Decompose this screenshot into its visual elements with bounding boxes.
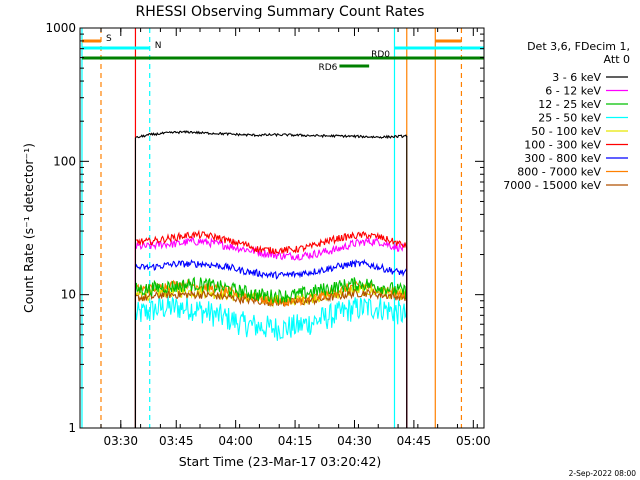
flag-label-s: S <box>106 34 112 44</box>
legend-label: 3 - 6 keV <box>552 71 601 84</box>
series-line <box>135 129 408 140</box>
x-tick-label: 03:45 <box>159 434 194 448</box>
legend-label: 25 - 50 keV <box>538 112 601 125</box>
x-tick-label: 05:00 <box>456 434 491 448</box>
plot-frame <box>79 27 485 429</box>
series-line <box>134 258 408 280</box>
y-tick-label: 10 <box>61 288 76 302</box>
legend-label: 7000 - 15000 keV <box>503 179 601 192</box>
series-line <box>134 295 408 341</box>
legend-label: 300 - 800 keV <box>524 152 601 165</box>
x-tick-label: 04:15 <box>278 434 313 448</box>
flag-label-rd6: RD6 <box>319 63 338 73</box>
x-tick-label: 04:00 <box>218 434 253 448</box>
y-tick-label: 100 <box>53 154 76 168</box>
x-tick-label: 04:45 <box>397 434 432 448</box>
series-line <box>134 276 408 305</box>
legend-label: 800 - 7000 keV <box>517 166 601 179</box>
x-tick-label: 03:30 <box>103 434 138 448</box>
flag-label-n: N <box>155 41 162 51</box>
legend-label: 12 - 25 keV <box>538 98 601 111</box>
legend-label: 100 - 300 keV <box>524 139 601 152</box>
x-tick-label: 04:30 <box>337 434 372 448</box>
y-tick-label: 1 <box>68 421 76 435</box>
chart-title: RHESSI Observing Summary Count Rates <box>136 4 425 20</box>
series-line <box>135 288 408 308</box>
series-line <box>135 236 408 261</box>
y-tick-label: 1000 <box>45 21 76 35</box>
footer-date: 2-Sep-2022 08:00 <box>569 469 637 478</box>
x-axis-label: Start Time (23-Mar-17 03:20:42) <box>179 454 382 469</box>
y-axis: 1 10 100 1000 <box>45 21 484 435</box>
legend-title-line1: Det 3,6, FDecim 1, <box>527 40 630 53</box>
flag-label-rd0: RD0 <box>371 50 390 60</box>
legend-label: 50 - 100 keV <box>531 125 601 138</box>
series-line <box>135 229 408 255</box>
x-axis: 03:30 03:45 04:00 04:15 04:30 04:45 05:00 <box>100 28 491 448</box>
flag-bars: S N RD0 RD6 <box>81 34 484 73</box>
legend-title-line2: Att 0 <box>604 53 630 66</box>
legend-label: 6 - 12 keV <box>545 85 601 98</box>
series-group <box>134 129 408 428</box>
y-axis-label: Count Rate (s⁻¹ detector⁻¹) <box>21 143 36 313</box>
